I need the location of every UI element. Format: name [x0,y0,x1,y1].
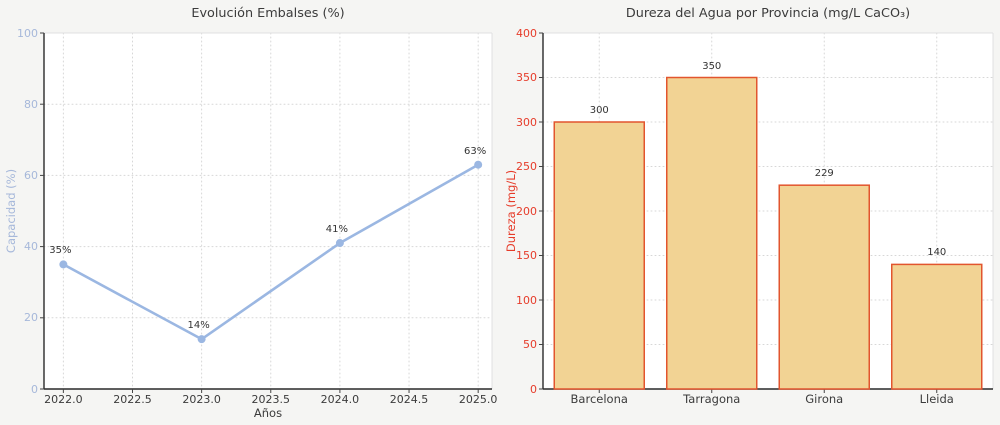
data-point [59,260,68,269]
category-label: Girona [805,392,844,406]
bar-chart-title: Dureza del Agua por Provincia (mg/L CaCO… [625,6,911,21]
y-tick-label: 60 [24,168,38,182]
data-line [62,163,480,341]
y-tick-label: 300 [516,115,537,129]
point-value-label: 41% [325,224,348,236]
x-tick-label: 2024.5 [389,393,429,406]
x-tick-label: 2025.0 [458,393,498,406]
y-tick-label: 250 [516,160,537,173]
category-label: Tarragona [683,392,741,406]
line-chart-y-axis-label-wrap: Capacidad (%) [2,33,20,389]
line-chart-evolucion-embalses: Evolución Embalses (%) Capacidad (%) Año… [2,6,497,420]
line-chart-svg [40,32,493,393]
point-value-label: 35% [49,245,72,257]
line-chart-plot-area [40,32,493,393]
y-tick-label: 20 [24,311,38,325]
y-tick-label: 40 [24,240,38,254]
point-value-label: 63% [464,145,487,157]
y-tick-label: 80 [24,97,38,111]
x-tick-label: 2023.5 [251,393,291,406]
y-tick-label: 350 [516,71,537,84]
y-tick-label: 50 [523,338,537,351]
y-tick-label: 0 [31,382,38,396]
bar-chart-dureza-agua: Dureza del Agua por Provincia (mg/L CaCO… [500,0,1000,425]
bar-value-label: 350 [702,60,722,72]
x-tick-label: 2023.0 [182,393,221,406]
category-label: Barcelona [570,392,628,406]
bar-chart-plot-area [539,32,994,393]
y-tick-label: 100 [17,26,38,40]
point-value-label: 14% [187,320,210,332]
category-label: Lleida [919,392,954,406]
bar-value-label: 300 [589,105,609,116]
bar-value-label: 140 [927,247,947,259]
x-tick-label: 2024.0 [320,393,360,406]
bar [553,121,645,390]
y-tick-label: 0 [530,382,537,396]
line-chart-x-axis-label: Años [253,406,283,420]
bar-value-label: 229 [814,168,834,180]
line-chart-title: Evolución Embalses (%) [191,6,345,21]
y-tick-label: 100 [516,293,537,307]
data-point [197,335,206,344]
x-tick-label: 2022.0 [44,393,83,406]
data-point [335,239,344,248]
y-tick-label: 150 [516,249,537,262]
x-tick-label: 2022.5 [113,393,152,406]
bar [778,184,870,390]
bar [666,76,758,390]
data-point [474,160,483,169]
bar-chart-svg [539,32,994,393]
y-tick-label: 400 [516,26,537,40]
bar [891,263,983,390]
y-tick-label: 200 [516,204,537,218]
